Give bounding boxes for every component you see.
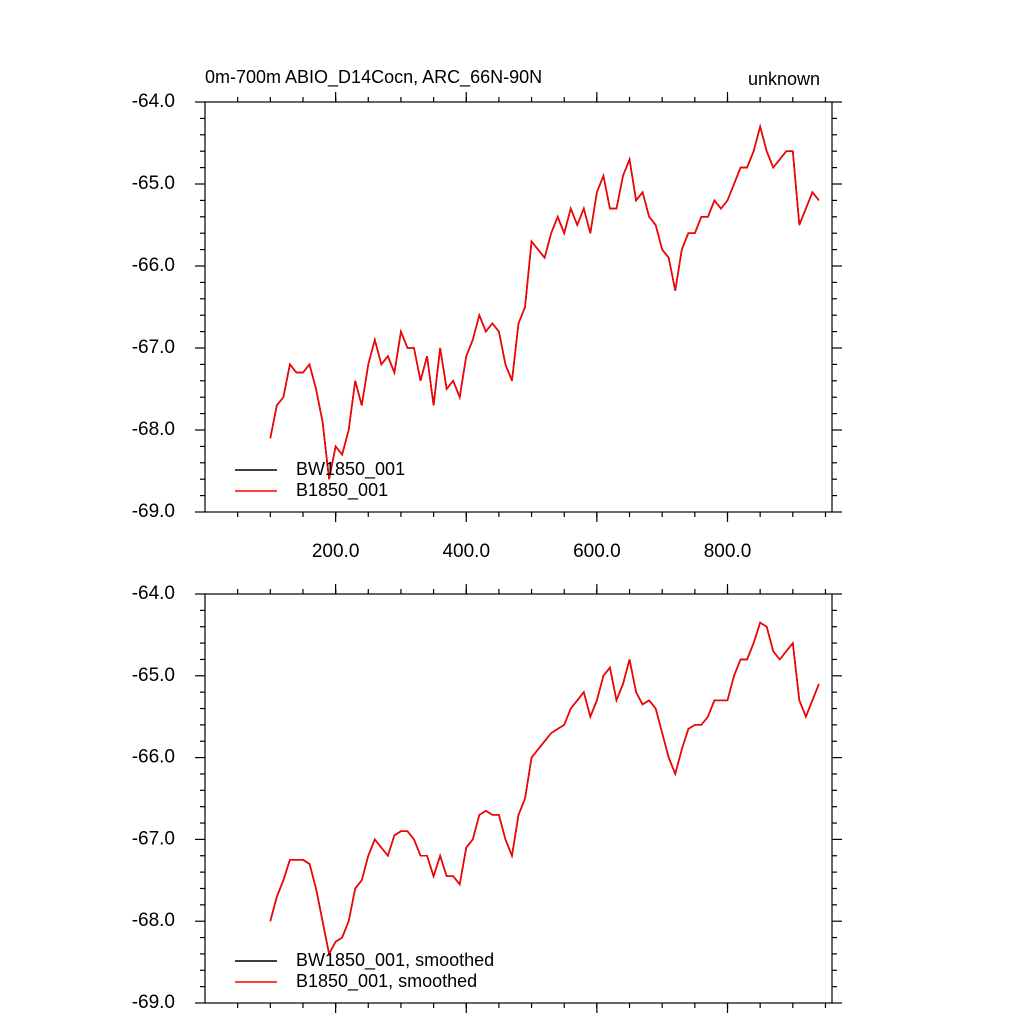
chart-title: 0m-700m ABIO_D14Cocn, ARC_66N-90N bbox=[205, 67, 542, 88]
series-line bbox=[269, 123, 820, 480]
y-tick-label: -65.0 bbox=[132, 173, 175, 194]
x-tick-label: 800.0 bbox=[704, 541, 752, 562]
y-tick-label: -69.0 bbox=[132, 501, 175, 522]
y-tick-label: -68.0 bbox=[132, 910, 175, 931]
legend-label: BW1850_001, smoothed bbox=[296, 950, 494, 971]
y-tick-label: -64.0 bbox=[132, 583, 175, 604]
y-tick-label: -65.0 bbox=[132, 665, 175, 686]
legend-label: B1850_001, smoothed bbox=[296, 971, 477, 992]
x-tick-label: 200.0 bbox=[312, 541, 360, 562]
plot-frame bbox=[204, 101, 833, 513]
y-tick-label: -67.0 bbox=[132, 337, 175, 358]
x-tick-label: 400.0 bbox=[442, 541, 490, 562]
y-tick-label: -67.0 bbox=[132, 828, 175, 849]
x-tick-label: 600.0 bbox=[573, 541, 621, 562]
legend-label: B1850_001 bbox=[296, 480, 388, 501]
y-tick-label: -66.0 bbox=[132, 255, 175, 276]
series-line bbox=[269, 621, 820, 957]
right-title: unknown bbox=[748, 69, 820, 89]
y-tick-label: -64.0 bbox=[132, 91, 175, 112]
y-tick-label: -66.0 bbox=[132, 747, 175, 768]
legend-label: BW1850_001 bbox=[296, 459, 405, 480]
y-tick-label: -69.0 bbox=[132, 992, 175, 1013]
plot-frame bbox=[204, 593, 833, 1004]
y-tick-label: -68.0 bbox=[132, 419, 175, 440]
